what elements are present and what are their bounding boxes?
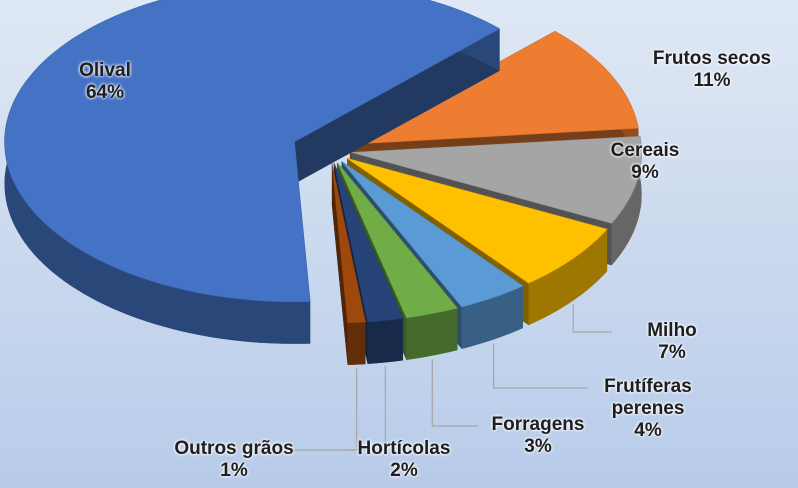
slice-top bbox=[333, 162, 404, 323]
leader-line bbox=[344, 366, 386, 451]
slice-top bbox=[346, 158, 608, 284]
data-label: Cereais 9% bbox=[570, 140, 720, 184]
pie-slice bbox=[4, 0, 501, 344]
data-label: Milho 7% bbox=[597, 320, 747, 364]
slice-side bbox=[461, 286, 523, 349]
slice-top bbox=[341, 160, 524, 308]
leader-line bbox=[431, 359, 478, 427]
category-label: Forragens bbox=[491, 414, 585, 435]
pie-slice bbox=[331, 163, 366, 365]
leader-line bbox=[493, 343, 588, 389]
data-label: Frutíferas perenes 4% bbox=[573, 376, 723, 442]
data-label: Outros grãos 1% bbox=[159, 438, 309, 482]
value-label: 2% bbox=[390, 460, 418, 481]
category-label: Frutos secos bbox=[652, 48, 772, 69]
slice-wall bbox=[294, 28, 500, 184]
slice-wall bbox=[331, 163, 348, 365]
slice-top bbox=[4, 0, 501, 303]
slice-side bbox=[528, 229, 608, 326]
value-label: 1% bbox=[220, 460, 248, 481]
slice-top bbox=[351, 135, 642, 224]
category-label: Outros grãos bbox=[174, 438, 294, 459]
slice-top bbox=[336, 162, 458, 319]
slice-side bbox=[611, 136, 642, 266]
category-label: Milho bbox=[647, 320, 697, 341]
value-label: 9% bbox=[631, 162, 659, 183]
data-label: Hortícolas 2% bbox=[329, 438, 479, 482]
category-label: Olival bbox=[79, 60, 131, 81]
value-label: 11% bbox=[693, 70, 731, 91]
value-label: 64% bbox=[85, 82, 125, 103]
slice-top bbox=[349, 30, 639, 145]
data-label: Forragens 3% bbox=[463, 414, 613, 458]
slice-side bbox=[367, 318, 403, 364]
slice-side bbox=[347, 322, 366, 365]
category-label: Frutíferas perenes bbox=[604, 376, 692, 419]
value-label: 3% bbox=[524, 436, 552, 457]
data-label: Olival 64% bbox=[30, 60, 180, 104]
value-label: 4% bbox=[634, 420, 662, 441]
category-label: Cereais bbox=[610, 140, 680, 161]
category-label: Hortícolas bbox=[357, 438, 451, 459]
slice-side bbox=[406, 308, 458, 360]
data-label: Frutos secos 11% bbox=[637, 48, 787, 92]
leader-line bbox=[294, 368, 358, 451]
value-label: 7% bbox=[658, 342, 686, 363]
leader-line bbox=[572, 304, 612, 333]
slice-top bbox=[331, 163, 366, 324]
